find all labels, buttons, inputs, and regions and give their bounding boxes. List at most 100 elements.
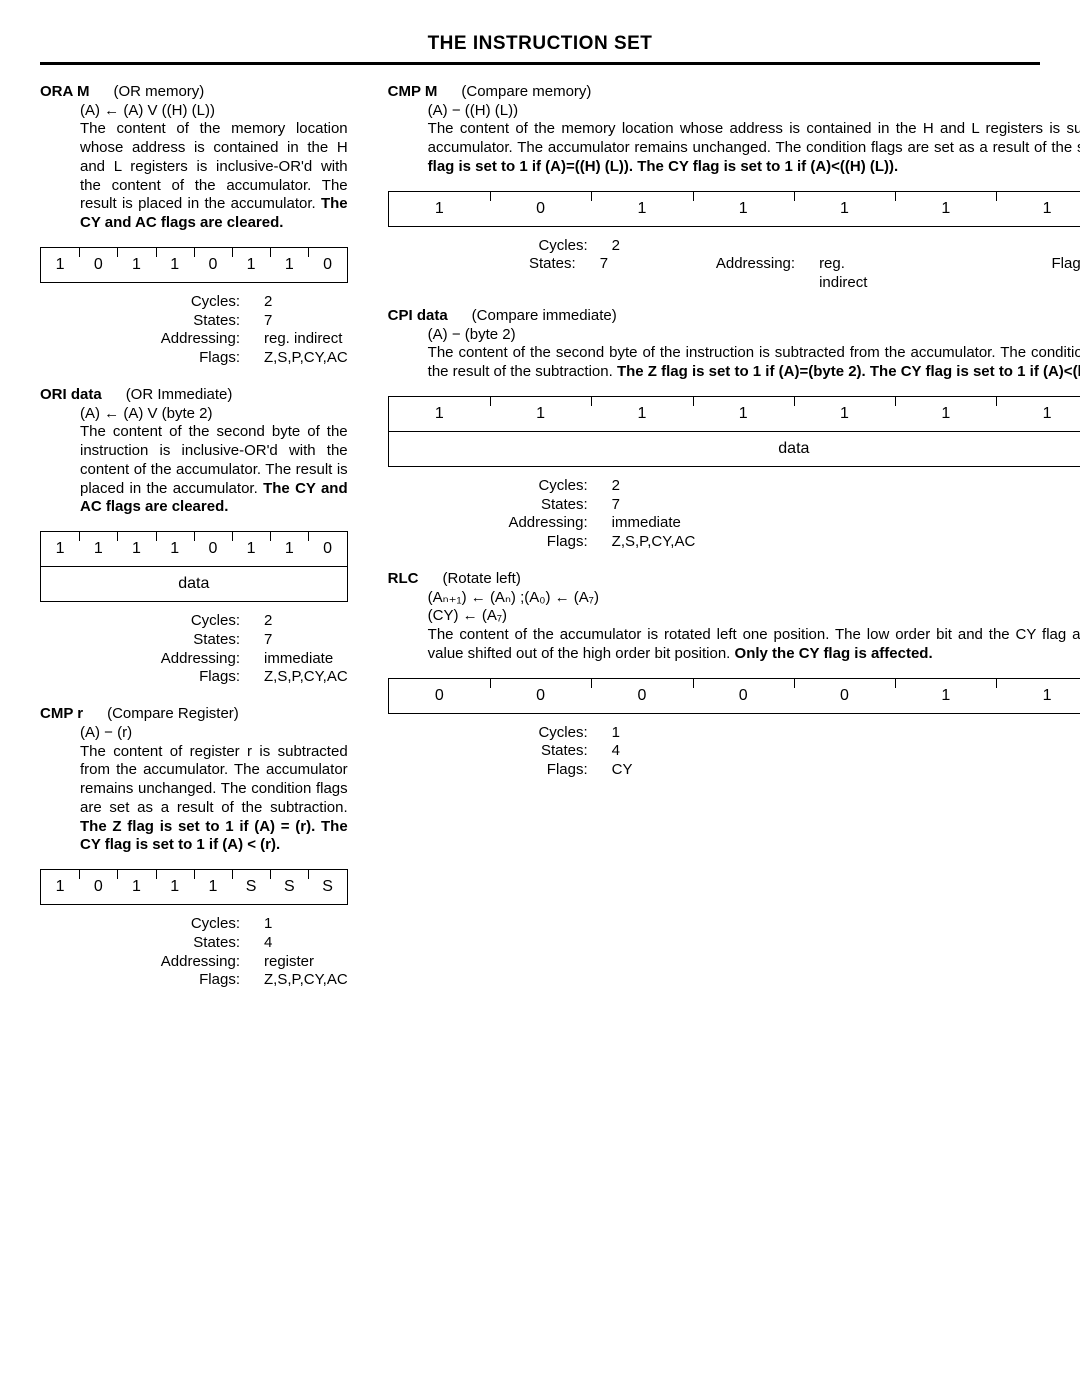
label-states: States: xyxy=(40,631,264,650)
description: The content of register r is subtracted … xyxy=(80,743,348,856)
bit: 1 xyxy=(41,248,79,282)
label-states: States: xyxy=(40,312,264,331)
bit: 1 xyxy=(270,532,308,566)
bit: 1 xyxy=(591,192,692,226)
props: Cycles:1 States:4 Addressing:register Fl… xyxy=(40,915,348,990)
bit: S xyxy=(308,870,346,904)
bit: 1 xyxy=(389,192,490,226)
bit: 0 xyxy=(490,679,591,713)
instruction-rlc: RLC (Rotate left) (Aₙ₊₁) ← (Aₙ) ;(A₀) ← … xyxy=(388,570,1080,780)
label-states: States: xyxy=(388,496,612,515)
description: The content of the memory location whose… xyxy=(80,120,348,233)
val-states: 7 xyxy=(600,255,608,293)
bit: 1 xyxy=(591,397,692,431)
label-cycles: Cycles: xyxy=(40,293,264,312)
description: The content of the second byte of the in… xyxy=(428,344,1080,382)
bit: 0 xyxy=(194,532,232,566)
instr-title: (Compare immediate) xyxy=(472,307,617,326)
bit: 0 xyxy=(490,192,591,226)
instr-title: (OR memory) xyxy=(113,83,204,102)
operation: (A) ← (A) V ((H) (L)) xyxy=(80,102,348,121)
label-flags: Flags: xyxy=(40,971,264,990)
bit: 1 xyxy=(117,532,155,566)
bit: 1 xyxy=(79,532,117,566)
mnemonic: ORI data xyxy=(40,386,102,405)
bit: 1 xyxy=(117,870,155,904)
bit: 1 xyxy=(156,532,194,566)
val-addressing: register xyxy=(264,953,314,972)
val-cycles: 2 xyxy=(264,293,272,312)
bit: 1 xyxy=(693,397,794,431)
bit: 1 xyxy=(996,192,1080,226)
val-states: 7 xyxy=(264,312,272,331)
val-addressing: immediate xyxy=(264,650,333,669)
instruction-ori: ORI data (OR Immediate) (A) ← (A) V (byt… xyxy=(40,386,348,687)
bit: 1 xyxy=(41,532,79,566)
instr-title: (Compare Register) xyxy=(107,705,239,724)
columns: ORA M (OR memory) (A) ← (A) V ((H) (L)) … xyxy=(40,83,1040,1008)
instruction-ora-m: ORA M (OR memory) (A) ← (A) V ((H) (L)) … xyxy=(40,83,348,368)
label-cycles: Cycles: xyxy=(40,612,264,631)
opcode-box: 1 0 1 1 1 1 1 0 xyxy=(388,191,1080,227)
val-cycles: 1 xyxy=(264,915,272,934)
bit: S xyxy=(270,870,308,904)
opcode-box: 0 0 0 0 0 1 1 1 xyxy=(388,678,1080,714)
val-addressing: reg. indirect xyxy=(819,255,892,293)
operation: (A) − (r) xyxy=(80,724,348,743)
instr-title: (Rotate left) xyxy=(442,570,520,589)
mnemonic: CPI data xyxy=(388,307,448,326)
right-column: CMP M (Compare memory) (A) − ((H) (L)) T… xyxy=(388,83,1080,1008)
bit: 1 xyxy=(389,397,490,431)
bit: 1 xyxy=(232,532,270,566)
val-cycles: 2 xyxy=(612,237,620,256)
data-row: data xyxy=(389,432,1080,466)
label-flags: Flags: xyxy=(40,349,264,368)
bit: 1 xyxy=(156,870,194,904)
instruction-cmp-m: CMP M (Compare memory) (A) − ((H) (L)) T… xyxy=(388,83,1080,780)
bit: 1 xyxy=(895,192,996,226)
mnemonic: ORA M xyxy=(40,83,89,102)
bit: 1 xyxy=(194,870,232,904)
props: Cycles:2 States:7 Addressing:reg. indire… xyxy=(40,293,348,368)
mnemonic: CMP r xyxy=(40,705,83,724)
description: The content of the accumulator is rotate… xyxy=(428,626,1080,664)
bit: 0 xyxy=(794,679,895,713)
bit: 1 xyxy=(996,679,1080,713)
operation: (Aₙ₊₁) ← (Aₙ) ;(A₀) ← (A₇) xyxy=(428,589,1080,608)
val-flags: Z,S,P,CY,AC xyxy=(264,668,348,687)
val-states: 7 xyxy=(612,496,620,515)
operation2: (CY) ← (A₇) xyxy=(428,607,1080,626)
bit: 1 xyxy=(490,397,591,431)
label-addressing: Addressing: xyxy=(40,953,264,972)
val-states: 7 xyxy=(264,631,272,650)
bit: 0 xyxy=(194,248,232,282)
props: Cycles:2 States:7 Addressing:reg. indire… xyxy=(388,237,1080,293)
val-states: 4 xyxy=(264,934,272,953)
val-cycles: 1 xyxy=(612,724,620,743)
bit: 1 xyxy=(996,397,1080,431)
operation: (A) − ((H) (L)) xyxy=(428,102,1080,121)
bit: 1 xyxy=(895,679,996,713)
label-flags: Flags: xyxy=(388,533,612,552)
bit: 1 xyxy=(693,192,794,226)
bit: S xyxy=(232,870,270,904)
bit: 0 xyxy=(308,532,346,566)
opcode-box: 1 0 1 1 1 S S S xyxy=(40,869,348,905)
val-states: 4 xyxy=(612,742,620,761)
label-addressing: Addressing: xyxy=(388,514,612,533)
label-cycles: Cycles: xyxy=(40,915,264,934)
description: The content of the memory location whose… xyxy=(428,120,1080,176)
bit: 1 xyxy=(41,870,79,904)
label-flags: Flags: xyxy=(892,255,1080,293)
data-row: data xyxy=(41,567,347,601)
opcode-box: 1 1 1 1 1 1 1 0 data xyxy=(388,396,1080,467)
label-addressing: Addressing: xyxy=(40,650,264,669)
label-addressing: Addressing: xyxy=(608,255,819,293)
mnemonic: CMP M xyxy=(388,83,438,102)
left-column: ORA M (OR memory) (A) ← (A) V ((H) (L)) … xyxy=(40,83,348,1008)
page-title: THE INSTRUCTION SET xyxy=(40,32,1040,56)
instr-title: (OR Immediate) xyxy=(126,386,233,405)
val-flags: Z,S,P,CY,AC xyxy=(264,971,348,990)
mnemonic: RLC xyxy=(388,570,419,589)
val-cycles: 2 xyxy=(612,477,620,496)
